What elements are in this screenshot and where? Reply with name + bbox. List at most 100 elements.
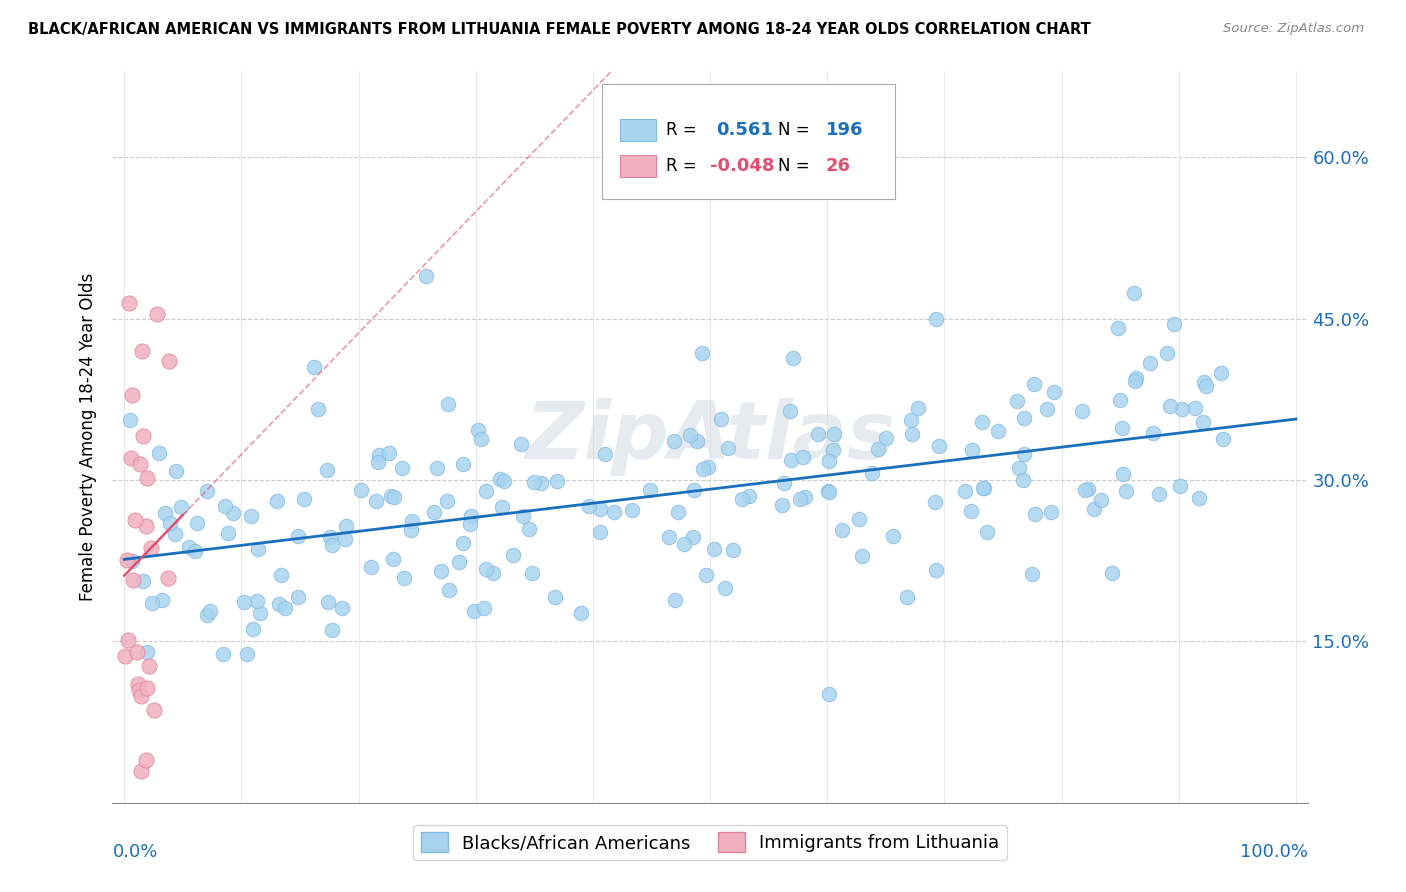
- Point: [155, 506, 177, 520]
- Point: [321, 538, 343, 552]
- Point: [502, 548, 524, 562]
- Point: [118, 295, 141, 310]
- Point: [1005, 393, 1028, 408]
- Point: [1142, 426, 1164, 441]
- Point: [721, 542, 744, 557]
- Point: [578, 499, 600, 513]
- Point: [217, 526, 239, 541]
- Point: [679, 428, 702, 442]
- Point: [222, 506, 245, 520]
- Point: [233, 595, 256, 609]
- Point: [1123, 286, 1146, 301]
- Point: [214, 500, 236, 514]
- Point: [449, 555, 471, 569]
- Point: [1107, 321, 1129, 335]
- Point: [460, 517, 482, 532]
- Point: [138, 658, 160, 673]
- Point: [242, 623, 264, 637]
- Point: [682, 529, 704, 543]
- Text: R =: R =: [666, 121, 696, 139]
- Point: [122, 573, 145, 587]
- Point: [690, 345, 713, 359]
- Point: [851, 549, 873, 564]
- Point: [772, 475, 794, 490]
- Point: [437, 397, 460, 411]
- Point: [463, 604, 485, 618]
- Point: [120, 450, 142, 465]
- Point: [1212, 432, 1234, 446]
- Point: [683, 483, 706, 497]
- Point: [1171, 401, 1194, 416]
- Point: [159, 516, 181, 531]
- Point: [307, 401, 329, 416]
- Point: [901, 427, 924, 442]
- Point: [860, 466, 883, 480]
- Point: [136, 471, 159, 485]
- Point: [1125, 370, 1147, 384]
- Point: [818, 687, 841, 701]
- Point: [1188, 491, 1211, 505]
- Point: [882, 529, 904, 543]
- Point: [1074, 483, 1097, 497]
- Point: [115, 553, 138, 567]
- Point: [131, 764, 153, 778]
- Point: [125, 645, 148, 659]
- Text: 26: 26: [825, 158, 851, 176]
- Point: [152, 592, 174, 607]
- Point: [235, 647, 257, 661]
- Point: [976, 524, 998, 539]
- Point: [377, 446, 399, 460]
- Text: 196: 196: [825, 121, 863, 139]
- Point: [1192, 375, 1215, 389]
- Point: [415, 269, 437, 284]
- Point: [672, 537, 695, 551]
- Point: [1090, 492, 1112, 507]
- Point: [1170, 479, 1192, 493]
- Point: [269, 597, 291, 611]
- Text: R =: R =: [666, 158, 696, 176]
- Point: [823, 427, 845, 442]
- Text: Source: ZipAtlas.com: Source: ZipAtlas.com: [1223, 22, 1364, 36]
- Point: [292, 491, 315, 506]
- Point: [1008, 461, 1031, 475]
- Point: [120, 413, 142, 427]
- Point: [522, 475, 544, 489]
- Point: [1163, 317, 1185, 331]
- Point: [136, 681, 159, 696]
- Point: [972, 481, 994, 495]
- Point: [436, 494, 458, 508]
- Point: [807, 426, 830, 441]
- Point: [731, 492, 754, 507]
- Point: [266, 494, 288, 508]
- Point: [1039, 505, 1062, 519]
- Point: [695, 567, 717, 582]
- Point: [831, 523, 853, 537]
- Point: [1192, 415, 1215, 429]
- Point: [925, 312, 948, 326]
- Point: [896, 590, 918, 604]
- Bar: [620, 119, 657, 141]
- Text: N =: N =: [778, 158, 810, 176]
- Point: [818, 485, 841, 500]
- Point: [366, 493, 388, 508]
- Point: [1123, 374, 1146, 388]
- Point: [349, 483, 371, 497]
- Point: [491, 500, 513, 514]
- Point: [1043, 384, 1066, 399]
- Point: [184, 544, 207, 558]
- Point: [475, 561, 498, 575]
- Text: N =: N =: [778, 121, 810, 139]
- Point: [713, 581, 735, 595]
- Point: [588, 501, 610, 516]
- Point: [1112, 467, 1135, 482]
- Point: [664, 593, 686, 607]
- Point: [142, 703, 165, 717]
- Point: [1012, 447, 1035, 461]
- Point: [467, 423, 489, 437]
- Point: [792, 450, 814, 465]
- Point: [124, 513, 146, 527]
- Point: [1184, 401, 1206, 415]
- Point: [662, 434, 685, 449]
- Point: [315, 463, 337, 477]
- Point: [165, 464, 187, 478]
